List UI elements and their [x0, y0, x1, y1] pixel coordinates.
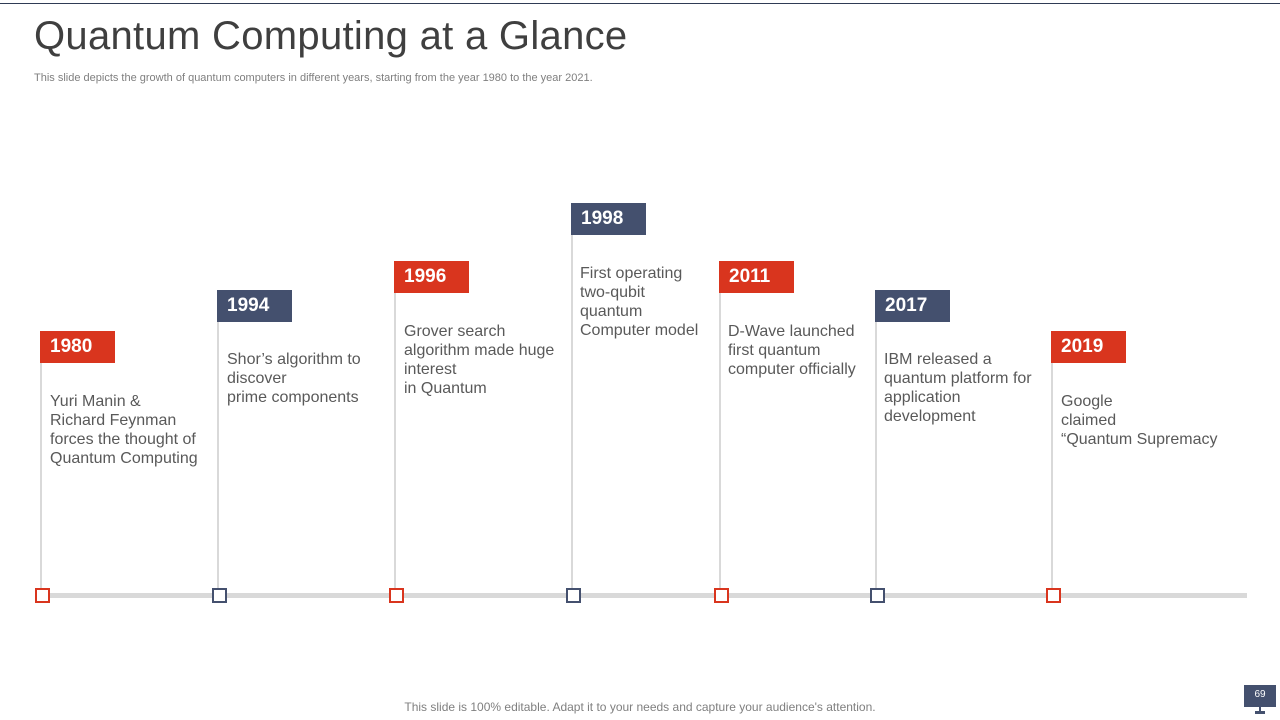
year-tag-1994: 1994: [217, 290, 292, 322]
milestone-text-2017: IBM released a quantum platform for appl…: [884, 351, 1032, 425]
year-tag-2019: 2019: [1051, 331, 1126, 363]
milestone-marker-2017: [870, 588, 885, 603]
milestone-pole-2019: [1051, 363, 1053, 595]
milestone-pole-1980: [40, 363, 42, 595]
milestone-pole-1996: [394, 293, 396, 595]
milestone-pole-2017: [875, 322, 877, 595]
milestone-text-2019: Google claimed “Quantum Supremacy: [1061, 393, 1218, 448]
slide-subtitle: This slide depicts the growth of quantum…: [34, 72, 593, 84]
milestone-pole-2011: [719, 293, 721, 595]
milestone-text-1980: Yuri Manin & Richard Feynman forces the …: [50, 393, 198, 467]
year-tag-1980: 1980: [40, 331, 115, 363]
milestone-pole-1994: [217, 322, 219, 595]
milestone-text-2011: D-Wave launched first quantum computer o…: [728, 323, 856, 378]
milestone-marker-2019: [1046, 588, 1061, 603]
milestone-text-1996: Grover search algorithm made huge intere…: [404, 323, 555, 397]
year-tag-1998: 1998: [571, 203, 646, 235]
year-tag-2011: 2011: [719, 261, 794, 293]
milestone-marker-1996: [389, 588, 404, 603]
year-tag-1996: 1996: [394, 261, 469, 293]
milestone-marker-1998: [566, 588, 581, 603]
slide-title: Quantum Computing at a Glance: [34, 14, 628, 58]
milestone-text-1994: Shor’s algorithm to discover prime compo…: [227, 351, 361, 406]
milestone-text-1998: First operating two-qubit quantum Comput…: [580, 265, 699, 339]
monitor-stand-icon: [1255, 707, 1265, 714]
milestone-marker-1994: [212, 588, 227, 603]
timeline-axis: [40, 593, 1247, 598]
milestone-marker-1980: [35, 588, 50, 603]
slide-footer: This slide is 100% editable. Adapt it to…: [404, 700, 876, 714]
page-number-badge: 69: [1244, 685, 1276, 707]
top-rule: [0, 3, 1280, 4]
year-tag-2017: 2017: [875, 290, 950, 322]
milestone-marker-2011: [714, 588, 729, 603]
milestone-pole-1998: [571, 235, 573, 595]
